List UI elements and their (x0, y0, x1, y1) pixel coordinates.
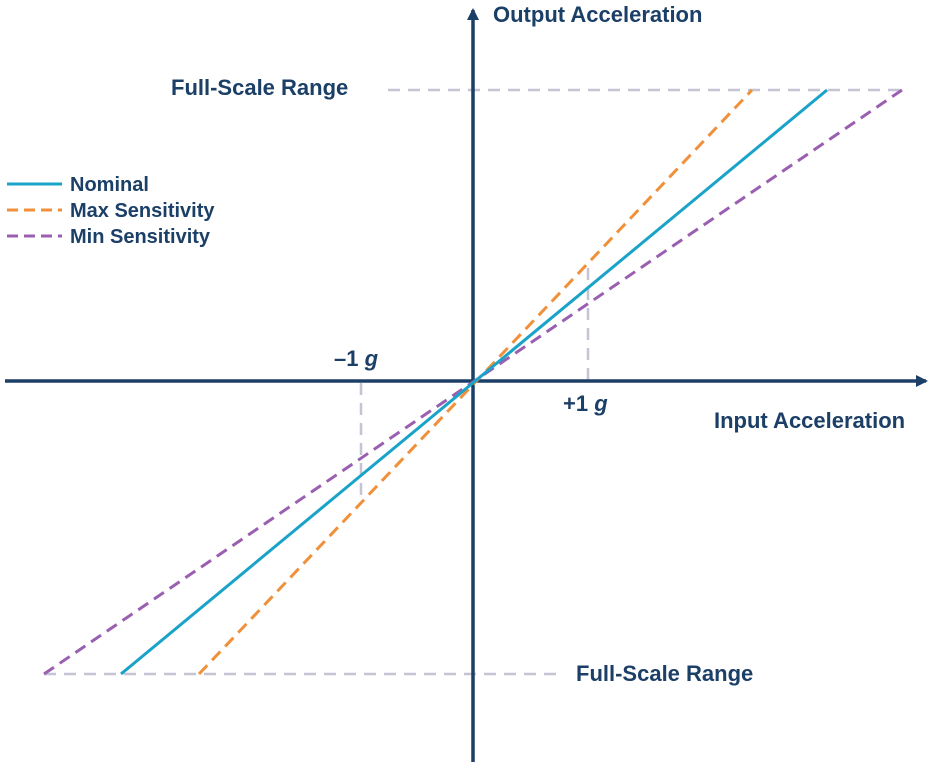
plus-one-g-unit: g (593, 391, 608, 416)
x-axis-label: Input Acceleration (714, 408, 905, 433)
plus-one-g-number: +1 (563, 391, 588, 416)
minus-one-g-unit: g (364, 346, 379, 371)
legend-label-nominal: Nominal (70, 174, 149, 196)
plus-one-g-label: +1 g (563, 391, 608, 416)
nominal-line (120, 88, 828, 676)
legend-label-max-sensitivity: Max Sensitivity (70, 200, 215, 222)
legend: Nominal Max Sensitivity Min Sensitivity (7, 174, 215, 248)
legend-label-min-sensitivity: Min Sensitivity (70, 226, 211, 248)
y-axis-label: Output Acceleration (493, 2, 702, 27)
minus-one-g-number: –1 (334, 346, 358, 371)
minus-one-g-label: –1 g (334, 346, 379, 371)
full-scale-bottom-label: Full-Scale Range (576, 661, 753, 686)
full-scale-top-label: Full-Scale Range (171, 75, 348, 100)
